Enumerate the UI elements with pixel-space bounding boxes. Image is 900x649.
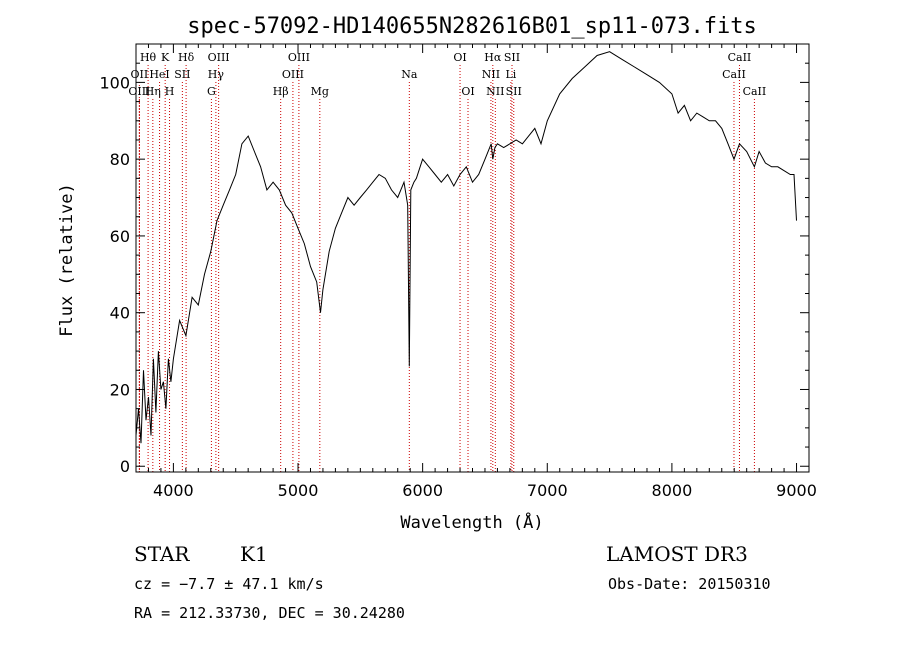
- spectral-line-label: Hη: [145, 85, 161, 98]
- plot-frame: [135, 43, 810, 473]
- axis-ticks: 4000 5000 6000 7000 8000 9000 0 20 40 60 80 100: [99, 44, 817, 500]
- y-tick-label: 100: [99, 73, 130, 92]
- spectral-line-label: OI: [453, 51, 466, 64]
- spectral-line-label: HeI: [149, 68, 169, 81]
- spectral-line-markers: Hθ OII OIII K HeI Hη Hδ SII H OIII Hγ G Hβ OIII OIII Mg…: [128, 51, 766, 472]
- x-tick-label: 8000: [652, 481, 693, 500]
- y-axis-label: Flux (relative): [57, 183, 77, 337]
- object-class: STAR: [134, 542, 190, 566]
- spectrum-line: [135, 51, 797, 444]
- spectral-line-label: K: [161, 51, 170, 64]
- spectral-line-label: Li: [505, 68, 516, 81]
- x-tick-label: 5000: [278, 481, 319, 500]
- survey-name: LAMOST DR3: [606, 542, 748, 566]
- spectral-line-label: OIII: [128, 85, 150, 98]
- spectral-line-label: Hα: [484, 51, 502, 64]
- y-tick-label: 40: [110, 304, 130, 323]
- x-tick-label: 7000: [527, 481, 568, 500]
- object-subclass: K1: [240, 542, 268, 566]
- spectral-line-label: OIII: [288, 51, 310, 64]
- spectral-line-label: Na: [401, 68, 418, 81]
- spectral-line-label: Mg: [311, 85, 329, 98]
- spectral-line-label: NII: [486, 85, 504, 98]
- spectral-line-label: CaII: [728, 51, 752, 64]
- spectral-line-label: NII: [482, 68, 500, 81]
- x-tick-label: 6000: [402, 481, 443, 500]
- spectral-line-label: SII: [506, 85, 522, 98]
- spectral-line-label: H: [165, 85, 175, 98]
- y-tick-label: 20: [110, 380, 130, 399]
- spectral-line-label: OII: [131, 68, 149, 81]
- y-tick-label: 60: [110, 227, 130, 246]
- observation-date: Obs-Date: 20150310: [608, 575, 771, 593]
- spectral-line-label: G: [207, 85, 216, 98]
- spectral-line-label: Hδ: [178, 51, 195, 64]
- spectral-line-label: OI: [461, 85, 474, 98]
- spectral-line-label: Hγ: [208, 68, 225, 81]
- chart-title: spec-57092-HD140655N282616B01_sp11-073.f…: [187, 14, 757, 39]
- y-tick-label: 80: [110, 150, 130, 169]
- redshift-value: cz = −7.7 ± 47.1 km/s: [134, 575, 324, 593]
- x-tick-label: 4000: [153, 481, 194, 500]
- x-axis-label: Wavelength (Å): [400, 511, 543, 533]
- spectral-line-label: Hβ: [273, 85, 289, 98]
- spectral-line-label: SII: [174, 68, 190, 81]
- spectral-line-label: Hθ: [140, 51, 157, 64]
- y-tick-label: 0: [120, 457, 130, 476]
- spectral-line-label: CaII: [743, 85, 767, 98]
- spectral-line-label: OIII: [282, 68, 304, 81]
- x-tick-label: 9000: [776, 481, 817, 500]
- coordinates: RA = 212.33730, DEC = 30.24280: [134, 604, 405, 622]
- spectral-line-label: SII: [504, 51, 520, 64]
- spectral-line-label: CaII: [722, 68, 746, 81]
- spectral-line-label: OIII: [208, 51, 230, 64]
